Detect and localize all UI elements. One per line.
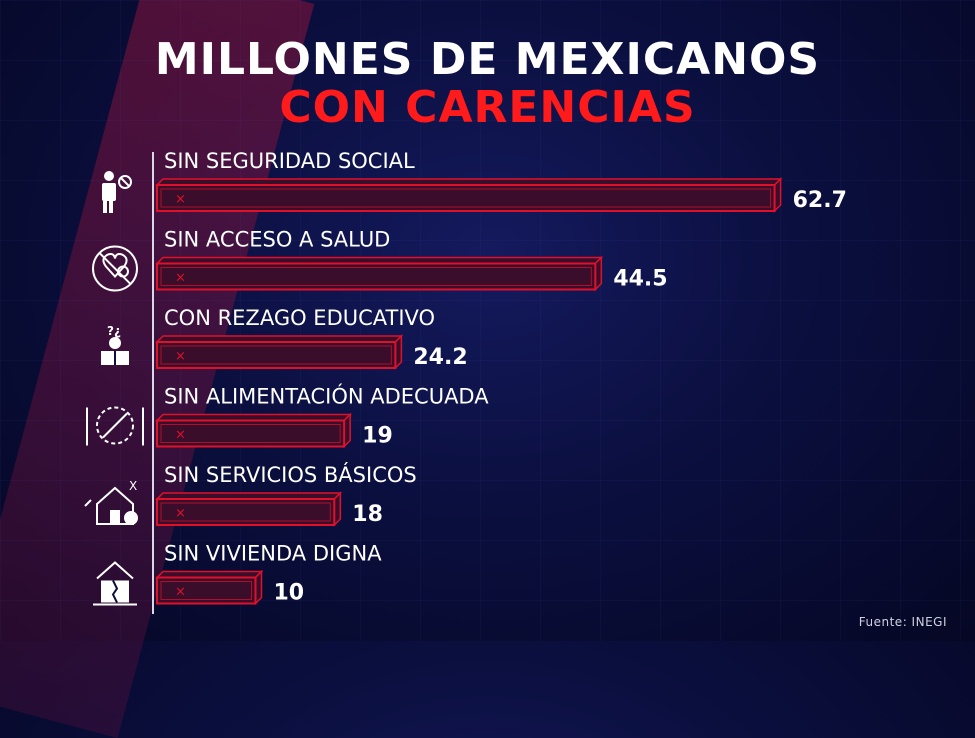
y-axis-line <box>152 152 154 614</box>
value-label: 62.7 <box>793 188 847 213</box>
title-line-1: MILLONES DE MEXICANOS <box>154 34 821 85</box>
prohibited-bar <box>98 251 132 286</box>
value-label: 19 <box>362 424 393 449</box>
worker-body <box>102 183 116 201</box>
bar-marker: × <box>175 506 186 521</box>
bar-chart: SIN SEGURIDAD SOCIAL × 62.7 SIN ACCESO A SA… <box>84 149 847 606</box>
no-sign-bar <box>120 177 130 187</box>
prohibited-circle <box>92 245 138 292</box>
category-label: CON REZAGO EDUCATIVO <box>164 306 435 330</box>
bar-marker: × <box>175 271 186 286</box>
chart-title: MILLONES DE MEXICANOS CON CARENCIAS <box>0 36 975 132</box>
source-note: Fuente: INEGI <box>858 615 947 629</box>
category-label: SIN ALIMENTACIÓN ADECUADA <box>164 384 489 409</box>
bar-inner <box>160 267 592 286</box>
title-line-2: CON CARENCIAS <box>279 82 696 133</box>
category-label: SIN SERVICIOS BÁSICOS <box>164 462 417 487</box>
student-head <box>109 337 121 349</box>
no-sign <box>118 175 132 189</box>
bar-inner <box>160 424 341 443</box>
heart-shape <box>102 253 128 278</box>
background-grid <box>0 0 975 641</box>
bar-marker: × <box>175 192 186 207</box>
bar-inner <box>160 502 331 522</box>
bar-inner <box>160 581 252 600</box>
value-label: 44.5 <box>613 267 667 292</box>
category-label: SIN SEGURIDAD SOCIAL <box>164 149 415 173</box>
plate-circle <box>96 406 134 445</box>
prohibited-bar <box>102 412 128 439</box>
category-label: SIN VIVIENDA DIGNA <box>164 542 382 566</box>
crack <box>111 580 119 603</box>
bar-inner <box>160 188 772 208</box>
category-label: SIN ACCESO A SALUD <box>164 228 390 252</box>
question-marks: ?¿ <box>107 324 121 338</box>
plug <box>84 499 92 507</box>
value-label: 18 <box>352 502 383 527</box>
roof <box>96 561 134 580</box>
worker-leg <box>103 201 107 213</box>
worker-leg <box>109 201 113 213</box>
worker-head <box>104 171 114 181</box>
bar-marker: × <box>175 349 186 364</box>
money-bag <box>124 511 138 525</box>
bar-marker: × <box>175 585 186 600</box>
house-door <box>110 510 120 524</box>
bar-marker: × <box>175 428 186 443</box>
x-mark: X <box>129 479 137 493</box>
value-label: 10 <box>274 581 305 606</box>
bar-inner <box>160 345 392 365</box>
value-label: 24.2 <box>413 345 467 370</box>
